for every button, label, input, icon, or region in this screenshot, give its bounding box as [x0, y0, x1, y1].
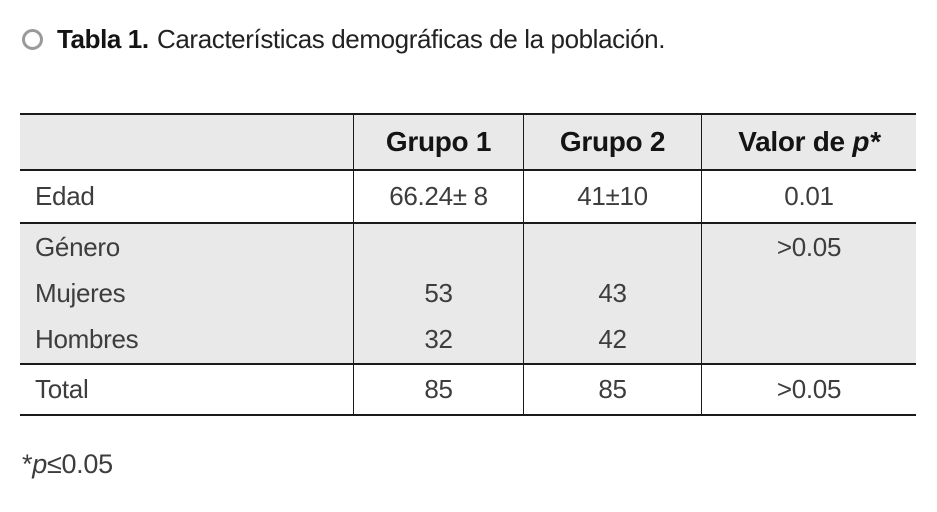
hombres-p-empty: [701, 316, 916, 363]
header-valor-prefix: Valor de: [738, 126, 845, 157]
total-label: Total: [35, 374, 89, 404]
total-grupo1-value: 85: [353, 365, 523, 414]
hombres-grupo2-value: 42: [523, 316, 701, 363]
table-header-row: Grupo 1 Grupo 2 Valor de p*: [20, 115, 916, 171]
caption-description: Características demográficas de la pobla…: [157, 24, 666, 54]
total-grupo2-value: 85: [523, 365, 701, 414]
genero-grupo2-empty: [523, 224, 701, 270]
table-row-total: Total 85 85 >0.05: [20, 365, 916, 416]
hombres-label: Hombres: [35, 324, 139, 354]
table-row-genero-block: Género >0.05 Mujeres 53 43 Hombres 32 42: [20, 224, 916, 365]
header-stub: [20, 115, 353, 169]
genero-label: Género: [35, 231, 120, 262]
header-valor-p: Valor de p*: [701, 115, 916, 169]
footnote-asterisk: *: [22, 449, 33, 479]
mujeres-grupo2-value: 43: [523, 270, 701, 316]
edad-grupo2-value: 41±10: [523, 171, 701, 222]
genero-grupo1-empty: [353, 224, 523, 270]
edad-p-value: 0.01: [701, 171, 916, 222]
table-footnote: *p≤0.05: [22, 449, 113, 480]
header-valor-p-italic: p*: [852, 126, 880, 157]
header-grupo1: Grupo 1: [353, 115, 523, 169]
genero-p-value: >0.05: [701, 224, 916, 270]
footnote-p: p: [32, 449, 47, 479]
header-grupo2: Grupo 2: [523, 115, 701, 169]
demographics-table: Grupo 1 Grupo 2 Valor de p* Edad 66.24± …: [20, 113, 916, 416]
edad-grupo1-value: 66.24± 8: [353, 171, 523, 222]
mujeres-p-empty: [701, 270, 916, 316]
mujeres-label: Mujeres: [35, 277, 126, 308]
total-p-value: >0.05: [701, 365, 916, 414]
table-caption: Tabla 1. Características demográficas de …: [22, 24, 665, 55]
ring-icon: [22, 29, 43, 50]
mujeres-grupo1-value: 53: [353, 270, 523, 316]
footnote-threshold: ≤0.05: [46, 449, 113, 479]
table-row-edad: Edad 66.24± 8 41±10 0.01: [20, 171, 916, 224]
hombres-grupo1-value: 32: [353, 316, 523, 363]
edad-label: Edad: [35, 181, 95, 211]
caption-text: Tabla 1. Características demográficas de …: [57, 24, 665, 55]
caption-label: Tabla 1.: [57, 24, 149, 54]
